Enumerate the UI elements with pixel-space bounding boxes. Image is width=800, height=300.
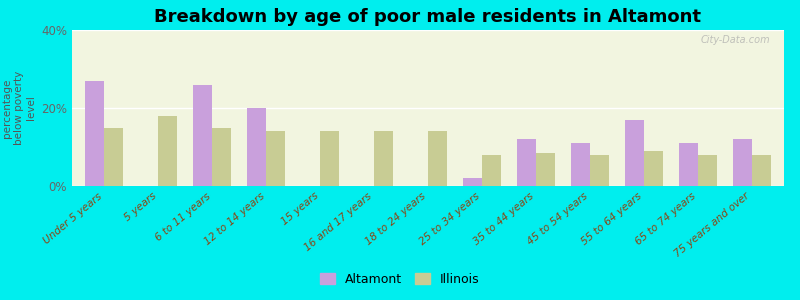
Bar [571,143,590,186]
Bar [625,120,644,186]
Bar [733,139,752,186]
Bar [320,131,339,186]
Bar [374,131,393,186]
Bar [104,128,123,186]
Y-axis label: percentage
below poverty
level: percentage below poverty level [2,71,35,145]
Bar [590,155,609,186]
Bar [86,81,104,186]
Bar [428,131,447,186]
Bar [247,108,266,186]
Bar [194,85,212,186]
Bar [266,131,285,186]
Legend: Altamont, Illinois: Altamont, Illinois [315,268,485,291]
Bar [158,116,177,186]
Bar [536,153,554,186]
Bar [482,155,501,186]
Bar [517,139,536,186]
Bar [644,151,662,186]
Text: City-Data.com: City-Data.com [700,35,770,45]
Bar [463,178,482,186]
Bar [698,155,717,186]
Bar [679,143,698,186]
Bar [212,128,231,186]
Bar [752,155,770,186]
Title: Breakdown by age of poor male residents in Altamont: Breakdown by age of poor male residents … [154,8,702,26]
